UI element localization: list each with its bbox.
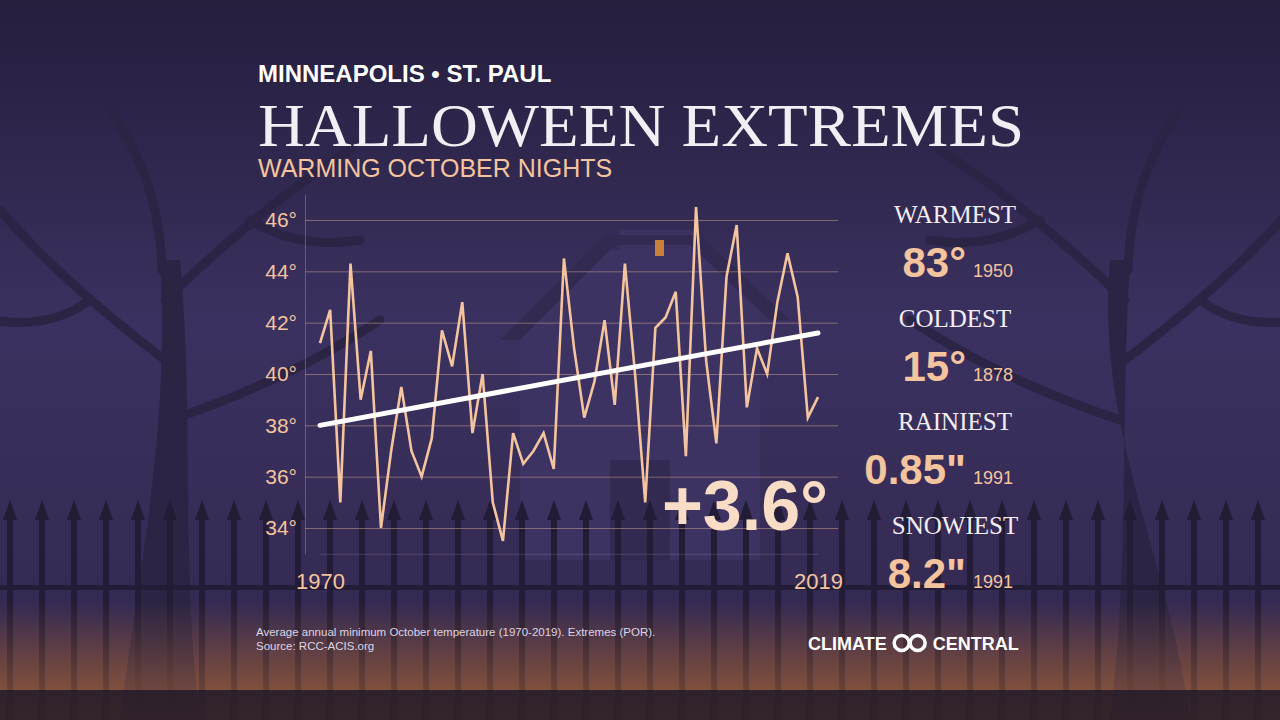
chart-root: MINNEAPOLIS • ST. PAUL HALLOWEEN EXTREMES…: [0, 0, 1280, 720]
grid-line: [305, 374, 838, 375]
x-tick-label: 2019: [794, 569, 843, 594]
title: HALLOWEEN EXTREMES: [258, 91, 1024, 159]
y-tick-label: 42°: [265, 311, 297, 334]
tree-branch: [1128, 110, 1180, 270]
logo-ring: [894, 636, 909, 651]
y-tick-label: 46°: [265, 208, 297, 231]
grid-line: [305, 271, 838, 272]
extreme-label: WARMEST: [894, 201, 1016, 228]
extreme-label: SNOWIEST: [892, 512, 1018, 539]
tree-branch: [110, 110, 162, 270]
y-tick-label: 36°: [265, 465, 297, 488]
header: MINNEAPOLIS • ST. PAUL: [258, 60, 551, 87]
tree-branch: [1200, 300, 1280, 323]
background: [0, 0, 1280, 720]
y-tick-label: 44°: [265, 260, 297, 283]
x-axis-line: [321, 554, 819, 555]
y-tick: 38°: [265, 414, 838, 437]
x-tick-label: 1970: [296, 569, 345, 594]
y-tick-label: 40°: [265, 362, 297, 385]
footnote: Average annual minimum October temperatu…: [256, 626, 655, 638]
logo-text: CENTRAL: [933, 634, 1019, 654]
ground-glow: [0, 600, 1280, 720]
grid-line: [305, 425, 838, 426]
grid-line: [305, 220, 838, 221]
y-tick: 46°: [265, 208, 838, 231]
extreme-value: 8.2": [888, 550, 966, 597]
logo: CLIMATE CENTRAL: [808, 634, 1019, 654]
y-tick-label: 38°: [265, 414, 297, 437]
house-roof: [500, 235, 790, 340]
tree-branch: [0, 300, 90, 323]
subtitle: WARMING OCTOBER NIGHTS: [258, 154, 612, 182]
trend-line: [320, 333, 818, 425]
decoration: [0, 110, 1280, 720]
logo-text: CLIMATE: [808, 634, 887, 654]
extreme-value: 15°: [902, 343, 966, 390]
extreme-year: 1991: [973, 572, 1013, 592]
ground: [0, 690, 1280, 720]
y-axis: 34° 36° 38° 40° 42° 44° 46°: [265, 195, 838, 554]
logo-ring: [910, 636, 925, 651]
house-window: [655, 240, 664, 256]
extreme-year: 1878: [973, 365, 1013, 385]
annotation: +3.6°: [662, 467, 828, 545]
extreme-value: 0.85": [864, 446, 966, 493]
extreme-label: COLDEST: [899, 305, 1012, 332]
extreme-label: RAINIEST: [898, 408, 1012, 435]
fence: [0, 500, 1280, 720]
y-tick: 42°: [265, 311, 838, 334]
logo-icon: [894, 636, 925, 651]
fence-rail: [0, 585, 1280, 590]
y-tick-label: 34°: [265, 516, 297, 539]
extreme-year: 1950: [973, 261, 1013, 281]
extreme-value: 83°: [902, 239, 966, 286]
tree-branch: [0, 210, 165, 360]
extremes-panel: WARMEST 83° 1950 COLDEST 15° 1878 RAINIEST 0.85…: [864, 201, 1018, 597]
x-axis: 1970 2019: [296, 554, 843, 595]
x-tick: 1970: [296, 554, 345, 595]
footnote: Source: RCC-ACIS.org: [256, 640, 374, 652]
x-tick: 2019: [794, 554, 843, 595]
tree-branch: [1125, 210, 1280, 360]
extreme-year: 1991: [973, 468, 1013, 488]
